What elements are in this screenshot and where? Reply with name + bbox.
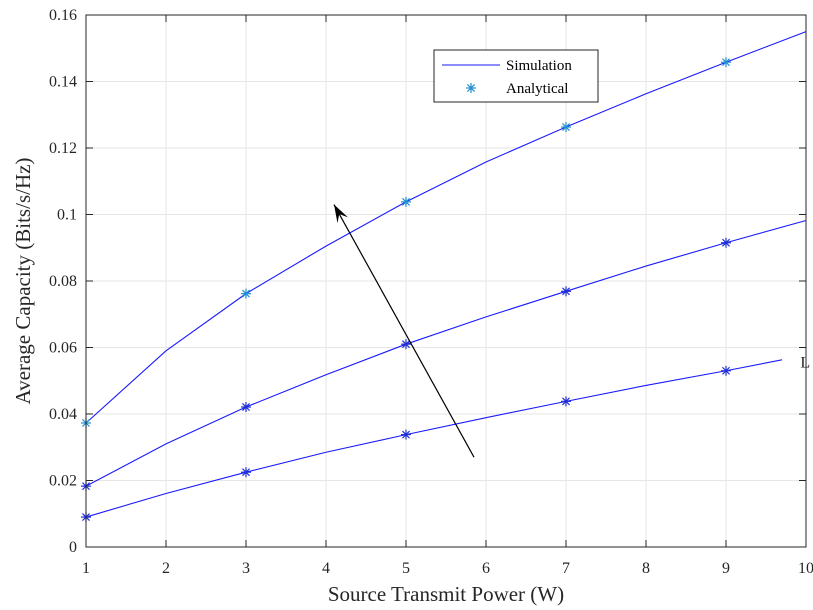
y-tick-label: 0.1 [57,207,77,224]
y-tick-label: 0.16 [49,7,77,24]
x-tick-label: 1 [82,560,90,577]
legend-label-simulation: Simulation [506,58,572,74]
y-tick-label: 0.08 [49,273,77,290]
annotation-label: L [800,354,810,371]
y-tick-label: 0.14 [49,74,77,91]
data-point-marker [241,288,251,299]
legend-box [433,49,599,103]
series-line-3 [85,359,783,518]
series-group [85,31,807,518]
plot-frame [85,14,807,548]
x-tick-label: 9 [722,560,730,577]
data-point-marker [241,467,251,478]
data-point-marker [401,339,411,350]
series-line-2 [85,219,807,487]
series-line-1 [85,31,807,424]
x-axis-label: Source Transmit Power (W) [328,582,564,606]
legend: Simulation Analytical [433,49,599,103]
data-point-marker [561,396,571,407]
legend-asterisk [466,83,476,93]
arrow-head [334,204,348,224]
x-tick-label: 6 [482,560,490,577]
y-tick-label: 0.02 [49,473,77,490]
x-tick-label: 2 [162,560,170,577]
y-axis-label: Average Capacity (Bits/s/Hz) [11,158,35,405]
data-point-marker [401,196,411,207]
annotations: L [333,204,810,458]
data-point-marker [721,57,731,68]
y-tick-label: 0.04 [49,406,77,423]
x-tick-label: 3 [242,560,250,577]
y-tick-label: 0.06 [49,340,77,357]
data-point-marker [561,122,571,133]
x-tick-label: 4 [322,560,330,577]
y-tick-label: 0.12 [49,140,77,157]
y-tick-labels: 0 0.02 0.04 0.06 0.08 0.1 0.12 0.14 0.16 [49,7,77,556]
x-tick-label: 8 [642,560,650,577]
data-point-marker [721,237,731,248]
data-point-marker [241,402,251,413]
y-tick-label: 0 [69,539,77,556]
legend-label-analytical: Analytical [506,81,568,97]
legend-asterisk-swatch [466,83,476,93]
x-tick-label: 5 [402,560,410,577]
x-tick-label: 10 [798,560,813,577]
x-tick-label: 7 [562,560,570,577]
x-tick-labels: 1 2 3 4 5 6 7 8 9 10 [82,560,813,577]
data-point-marker [561,286,571,297]
arrow-shaft [333,204,475,458]
data-point-marker [721,365,731,376]
data-point-marker [401,429,411,440]
